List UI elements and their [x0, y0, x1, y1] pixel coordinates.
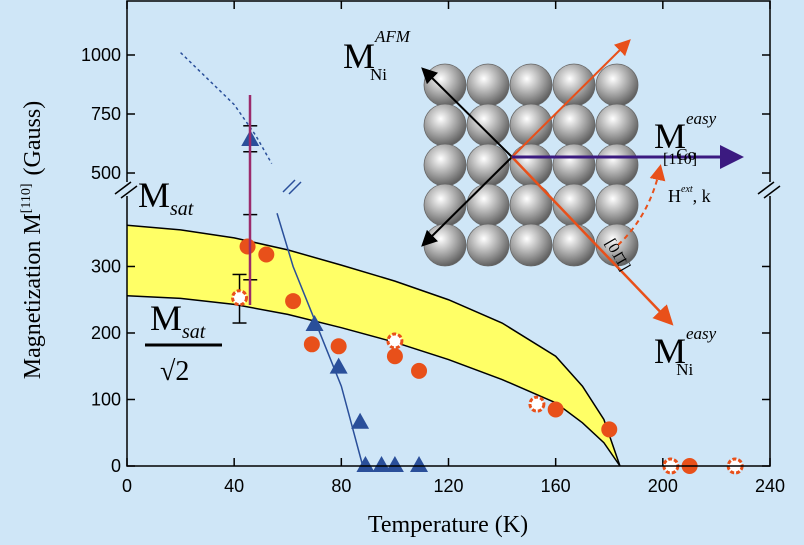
band-edge: [126, 224, 621, 467]
x-tick-label: 120: [433, 476, 463, 496]
y-tick-label: 750: [91, 104, 121, 124]
x-tick-label: 160: [541, 476, 571, 496]
fit-line-dashed: [180, 52, 273, 164]
triangle-point: [372, 456, 391, 472]
atom: [423, 103, 467, 147]
atom: [466, 183, 510, 227]
triangle-point: [329, 357, 348, 374]
filled-point: [239, 238, 256, 255]
open-point: [231, 289, 249, 307]
atom: [552, 143, 596, 187]
dir-110: [110]: [663, 151, 697, 168]
triangle-point: [385, 456, 404, 472]
y-tick-label: 500: [91, 163, 121, 183]
atom: [423, 223, 467, 267]
y-axis-label: Magnetization M[110](Gauss): [19, 101, 46, 379]
axis-break: [114, 179, 782, 199]
x-tick-label: 0: [122, 476, 132, 496]
atom: [423, 143, 467, 187]
x-tick-label: 40: [224, 476, 244, 496]
atom: [466, 223, 510, 267]
x-tick-label: 200: [648, 476, 678, 496]
triangle-point: [410, 456, 429, 472]
atom: [509, 183, 553, 227]
atom: [509, 63, 553, 107]
atom: [595, 103, 639, 147]
m-co-label: Measy Co: [654, 109, 717, 164]
atom: [552, 63, 596, 107]
filled-point: [330, 338, 347, 355]
y-tick-label: 200: [91, 323, 121, 343]
atom: [466, 103, 510, 147]
m-ni-label: Measy Ni: [654, 324, 717, 379]
inset-diagram: [423, 63, 639, 267]
atom: [552, 223, 596, 267]
x-tick-label: 240: [755, 476, 785, 496]
filled-point: [411, 362, 428, 379]
arrows: [421, 39, 744, 326]
y-tick-label: 300: [91, 256, 121, 276]
atom: [595, 183, 639, 227]
triangle-point: [356, 456, 375, 472]
h-ext-label: Hext, k: [668, 184, 711, 206]
atom: [509, 143, 553, 187]
atom: [509, 103, 553, 147]
x-tick-label: 80: [331, 476, 351, 496]
atom: [595, 143, 639, 187]
triangle-point: [351, 412, 370, 429]
x-axis-label: Temperature (K): [368, 512, 528, 538]
filled-point: [601, 421, 618, 438]
atom: [466, 63, 510, 107]
atom: [423, 63, 467, 107]
atom: [509, 223, 553, 267]
triangle-point: [305, 315, 324, 332]
y-tick-label: 0: [111, 456, 121, 476]
y-tick-label: 100: [91, 389, 121, 409]
atom: [595, 63, 639, 107]
open-point: [386, 332, 404, 350]
band-edge: [126, 294, 621, 467]
open-point: [528, 395, 546, 413]
filled-point: [258, 246, 275, 263]
filled-point: [386, 348, 403, 365]
filled-point: [303, 336, 320, 353]
m-sat-label: Msat: [138, 175, 194, 220]
m-sat-root-label: Msat: [150, 298, 206, 343]
filled-point: [285, 293, 302, 310]
y-tick-label: 1000: [81, 45, 121, 65]
filled-point: [547, 401, 564, 418]
m-afm-label: MAFM Ni: [343, 27, 411, 84]
plot-frame: [126, 0, 771, 467]
fit-line: [276, 213, 364, 467]
root-label: √2: [160, 356, 189, 387]
atom: [423, 183, 467, 227]
